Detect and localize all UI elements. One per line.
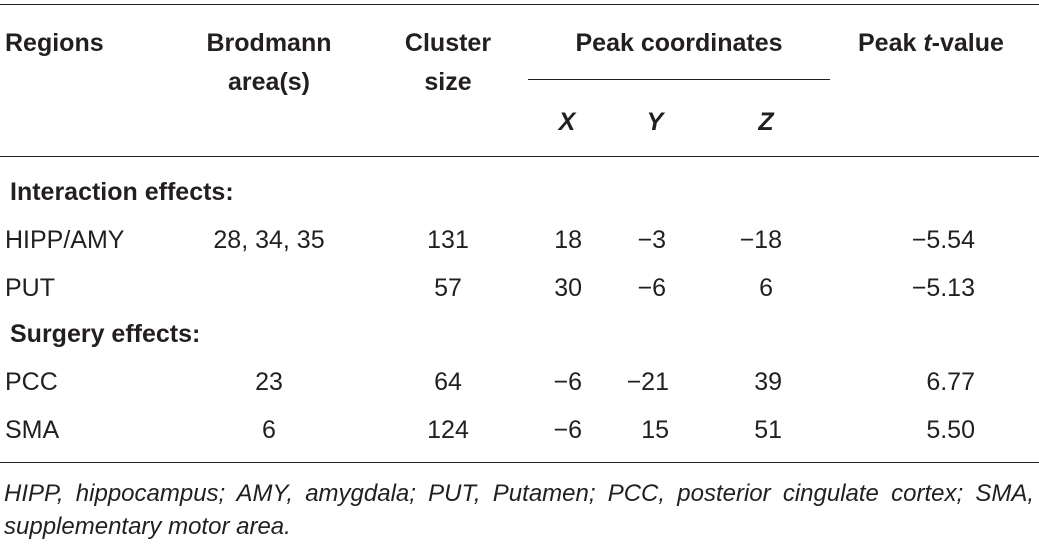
header-cluster-line1: Cluster <box>404 29 492 57</box>
peak-coordinates-rule <box>528 79 830 80</box>
header-peak-t-value: Peak t-value <box>858 31 1004 56</box>
cell-brodmann: 6 <box>262 416 276 444</box>
cell-z: −18 <box>739 226 782 254</box>
section-title: Surgery effects: <box>10 320 201 348</box>
cell-brodmann: 23 <box>255 368 283 396</box>
header-peak-t-prefix: Peak <box>858 29 924 57</box>
cell-t-value: −5.13 <box>911 274 975 302</box>
header-brodmann-line1: Brodmann <box>206 29 332 57</box>
cell-y: 15 <box>641 416 669 444</box>
cell-cluster: 124 <box>427 416 469 444</box>
header-bottom-rule <box>0 156 1039 157</box>
cell-y: −6 <box>637 274 666 302</box>
table-top-rule <box>0 4 1039 5</box>
cell-t-value: 6.77 <box>926 368 975 396</box>
cell-x: −6 <box>553 368 582 396</box>
cell-z: 39 <box>754 368 782 396</box>
header-peak-coordinates: Peak coordinates <box>575 29 783 57</box>
cell-cluster: 131 <box>427 226 469 254</box>
cell-x: −6 <box>553 416 582 444</box>
cell-t-value: 5.50 <box>926 416 975 444</box>
cell-cluster: 64 <box>434 368 462 396</box>
cell-cluster: 57 <box>434 274 462 302</box>
table-footnote: HIPP, hippocampus; AMY, amygdala; PUT, P… <box>4 480 1034 540</box>
cell-z: 6 <box>759 274 773 302</box>
cell-x: 30 <box>554 274 582 302</box>
cell-region: HIPP/AMY <box>5 226 125 254</box>
cell-x: 18 <box>554 226 582 254</box>
header-y: Y <box>646 108 664 136</box>
cell-y: −3 <box>637 226 666 254</box>
cell-region: SMA <box>5 416 60 444</box>
header-peak-t-italic: t <box>923 29 932 57</box>
header-z: Z <box>758 108 774 136</box>
table-bottom-rule <box>0 462 1039 463</box>
cell-region: PCC <box>5 368 58 396</box>
header-x: X <box>558 108 576 136</box>
header-brodmann-line2: area(s) <box>228 68 310 96</box>
cell-brodmann: 28, 34, 35 <box>213 226 325 254</box>
header-regions: Regions <box>5 29 104 57</box>
cell-t-value: −5.54 <box>911 226 975 254</box>
cell-region: PUT <box>5 274 55 302</box>
section-title: Interaction effects: <box>10 178 234 206</box>
header-peak-t-suffix: -value <box>931 29 1004 57</box>
header-cluster-line2: size <box>424 68 472 96</box>
cell-y: −21 <box>626 368 669 396</box>
cell-z: 51 <box>754 416 782 444</box>
